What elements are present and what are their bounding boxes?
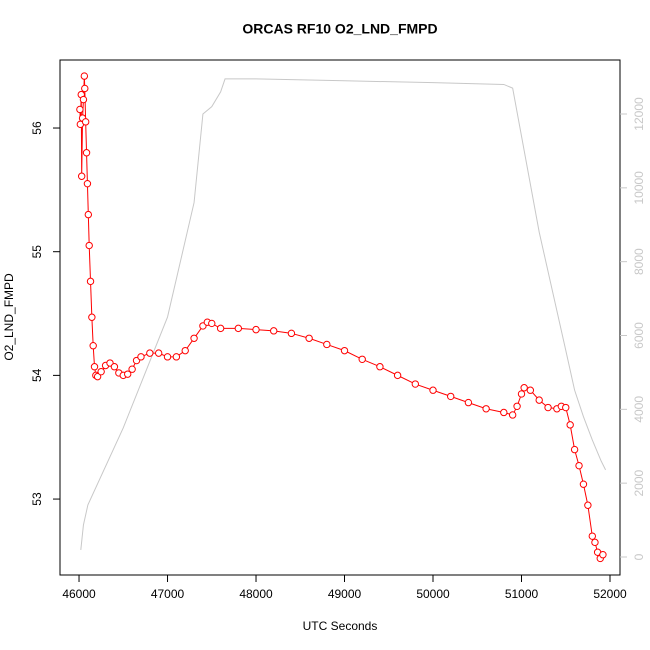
data-point (76, 105, 84, 114)
data-point (208, 319, 216, 328)
x-tick-label: 52000 (593, 587, 627, 601)
y-tick-label: 53 (30, 492, 44, 506)
data-point (216, 324, 225, 333)
y2-tick-label: 8000 (632, 248, 646, 275)
data-point (146, 349, 154, 357)
data-point (85, 241, 93, 250)
y2-tick-label: 2000 (632, 469, 646, 496)
data-point (526, 386, 535, 394)
y2-tick-label: 0 (632, 553, 646, 560)
data-point (513, 402, 521, 411)
y-tick-label: 54 (30, 368, 44, 382)
data-point (429, 386, 437, 394)
data-point (376, 363, 384, 371)
data-point (77, 172, 86, 180)
x-tick-label: 51000 (505, 587, 539, 601)
data-point (93, 372, 102, 381)
data-point (83, 179, 92, 188)
x-tick-label: 47000 (151, 587, 185, 601)
data-point (517, 390, 526, 398)
data-point (500, 408, 508, 417)
data-point (579, 480, 588, 488)
data-point (79, 95, 88, 104)
data-point (86, 277, 95, 286)
data-point (599, 551, 607, 559)
data-point (81, 118, 90, 126)
data-point (393, 371, 402, 380)
data-point (128, 365, 136, 373)
chart-title: ORCAS RF10 O2_LND_FMPD (242, 21, 437, 37)
x-tick-label: 46000 (62, 587, 96, 601)
data-point (566, 421, 574, 429)
data-point (591, 538, 599, 547)
data-point (163, 353, 172, 361)
data-point (411, 380, 420, 388)
data-point (575, 461, 583, 470)
data-point (305, 334, 313, 342)
y-axis-label: O2_LND_FMPD (2, 273, 16, 361)
data-point (234, 324, 243, 333)
data-point (340, 346, 349, 355)
data-point (81, 84, 89, 93)
data-point (584, 501, 592, 509)
data-point (123, 370, 132, 378)
series-line (80, 78, 607, 551)
series-line (79, 76, 604, 560)
data-point (562, 403, 570, 412)
data-point (287, 329, 296, 338)
data-point (154, 349, 163, 357)
y-tick-label: 56 (30, 121, 44, 135)
plot-frame (59, 59, 621, 576)
y2-tick-label: 6000 (632, 322, 646, 349)
data-point (97, 367, 105, 376)
x-tick-label: 50000 (416, 587, 450, 601)
data-point (252, 325, 260, 334)
data-point (82, 149, 91, 157)
data-point (137, 353, 145, 361)
y2-tick-label: 4000 (632, 396, 646, 423)
y-tick-label: 55 (30, 245, 44, 259)
x-axis-label: UTC Seconds (303, 619, 378, 633)
data-point (80, 72, 89, 80)
data-point (181, 346, 189, 355)
data-point (90, 363, 99, 371)
data-point (190, 334, 198, 342)
y2-tick-label: 12000 (632, 97, 646, 131)
x-tick-label: 49000 (328, 587, 362, 601)
data-point (323, 340, 331, 349)
data-point (270, 327, 278, 335)
data-point (84, 210, 93, 219)
data-point (88, 313, 96, 321)
y2-tick-label: 10000 (632, 171, 646, 205)
data-point (447, 392, 455, 401)
data-point (570, 445, 579, 454)
data-point (172, 353, 181, 361)
data-point (508, 411, 517, 419)
data-point (110, 363, 119, 371)
data-point (89, 341, 97, 350)
data-point (464, 398, 473, 407)
x-tick-label: 48000 (239, 587, 273, 601)
data-point (535, 396, 543, 404)
data-point (544, 403, 552, 412)
data-point (520, 384, 528, 392)
data-point (358, 355, 366, 364)
data-point (482, 405, 490, 413)
data-point (588, 532, 597, 540)
